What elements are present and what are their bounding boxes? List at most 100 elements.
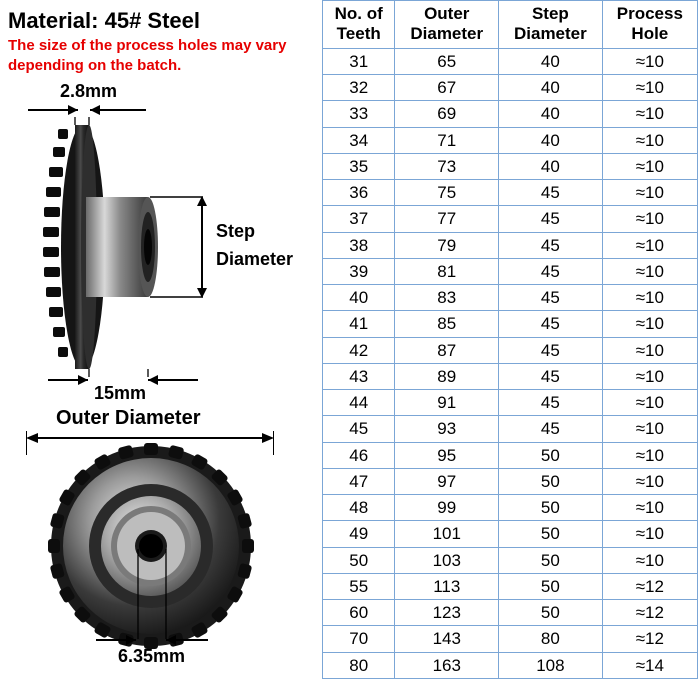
table-row: 4910150≈10 [323, 521, 698, 547]
table-cell: 50 [323, 547, 395, 573]
table-row: 336940≈10 [323, 101, 698, 127]
table-cell: 50 [499, 547, 603, 573]
table-cell: ≈10 [602, 363, 697, 389]
table-row: 459345≈10 [323, 416, 698, 442]
table-cell: ≈12 [602, 626, 697, 652]
table-cell: 46 [323, 442, 395, 468]
table-cell: ≈10 [602, 180, 697, 206]
table-cell: 48 [323, 495, 395, 521]
table-cell: 45 [499, 258, 603, 284]
table-cell: 45 [499, 232, 603, 258]
table-cell: 75 [395, 180, 499, 206]
table-cell: 45 [499, 180, 603, 206]
table-cell: ≈10 [602, 153, 697, 179]
table-cell: 50 [499, 495, 603, 521]
table-cell: 33 [323, 101, 395, 127]
table-cell: ≈10 [602, 258, 697, 284]
table-cell: 40 [499, 127, 603, 153]
table-cell: 67 [395, 75, 499, 101]
table-cell: 91 [395, 390, 499, 416]
table-cell: 40 [499, 101, 603, 127]
table-cell: ≈10 [602, 495, 697, 521]
table-cell: ≈12 [602, 600, 697, 626]
table-cell: 50 [499, 573, 603, 599]
table-row: 6012350≈12 [323, 600, 698, 626]
table-cell: ≈10 [602, 337, 697, 363]
table-cell: ≈10 [602, 232, 697, 258]
table-cell: 80 [499, 626, 603, 652]
table-cell: ≈12 [602, 573, 697, 599]
warning-note: The size of the process holes may vary d… [8, 36, 318, 75]
table-cell: ≈10 [602, 521, 697, 547]
table-cell: 45 [499, 206, 603, 232]
table-cell: ≈10 [602, 75, 697, 101]
table-cell: ≈10 [602, 206, 697, 232]
bore-label: 6.35mm [118, 646, 185, 667]
outer-diameter-label: Outer Diameter [56, 407, 201, 430]
table-cell: 40 [499, 153, 603, 179]
table-cell: 40 [499, 48, 603, 74]
table-cell: 95 [395, 442, 499, 468]
table-cell: 40 [499, 75, 603, 101]
table-row: 377745≈10 [323, 206, 698, 232]
table-cell: 99 [395, 495, 499, 521]
table-row: 5511350≈12 [323, 573, 698, 599]
table-cell: 39 [323, 258, 395, 284]
table-cell: 40 [323, 285, 395, 311]
table-cell: 55 [323, 573, 395, 599]
table-cell: 71 [395, 127, 499, 153]
table-cell: 36 [323, 180, 395, 206]
table-row: 316540≈10 [323, 48, 698, 74]
table-header-row: No. ofTeeth OuterDiameter StepDiameter P… [323, 1, 698, 49]
table-cell: 43 [323, 363, 395, 389]
table-cell: 45 [323, 416, 395, 442]
table-cell: ≈10 [602, 468, 697, 494]
table-cell: ≈10 [602, 48, 697, 74]
table-row: 5010350≈10 [323, 547, 698, 573]
table-cell: 79 [395, 232, 499, 258]
table-cell: ≈10 [602, 101, 697, 127]
table-row: 80163108≈14 [323, 652, 698, 678]
table-cell: ≈10 [602, 547, 697, 573]
table-row: 449145≈10 [323, 390, 698, 416]
table-cell: 45 [499, 311, 603, 337]
step-label-1: Step [216, 221, 255, 242]
table-cell: 35 [323, 153, 395, 179]
table-cell: 77 [395, 206, 499, 232]
table-cell: 80 [323, 652, 395, 678]
step-label-2: Diameter [216, 249, 293, 270]
table-cell: 70 [323, 626, 395, 652]
table-cell: 34 [323, 127, 395, 153]
table-cell: 37 [323, 206, 395, 232]
bore-arrows [96, 633, 216, 647]
table-row: 469550≈10 [323, 442, 698, 468]
table-cell: ≈10 [602, 311, 697, 337]
table-cell: 50 [499, 468, 603, 494]
table-cell: 32 [323, 75, 395, 101]
top-width-arrows [28, 103, 158, 117]
table-row: 387945≈10 [323, 232, 698, 258]
top-width-label: 2.8mm [60, 81, 117, 102]
table-cell: 69 [395, 101, 499, 127]
table-cell: 85 [395, 311, 499, 337]
table-row: 418545≈10 [323, 311, 698, 337]
table-row: 489950≈10 [323, 495, 698, 521]
table-cell: 44 [323, 390, 395, 416]
table-cell: ≈10 [602, 127, 697, 153]
table-cell: 97 [395, 468, 499, 494]
table-row: 347140≈10 [323, 127, 698, 153]
col-outer-dia: OuterDiameter [395, 1, 499, 49]
table-row: 408345≈10 [323, 285, 698, 311]
material-title: Material: 45# Steel [8, 8, 318, 34]
table-cell: 73 [395, 153, 499, 179]
table-cell: ≈14 [602, 652, 697, 678]
table-cell: 113 [395, 573, 499, 599]
table-cell: 163 [395, 652, 499, 678]
table-cell: 45 [499, 390, 603, 416]
material-value: 45# Steel [105, 8, 200, 33]
table-cell: 108 [499, 652, 603, 678]
table-cell: 87 [395, 337, 499, 363]
material-label: Material: [8, 8, 98, 33]
table-cell: 81 [395, 258, 499, 284]
table-cell: 42 [323, 337, 395, 363]
